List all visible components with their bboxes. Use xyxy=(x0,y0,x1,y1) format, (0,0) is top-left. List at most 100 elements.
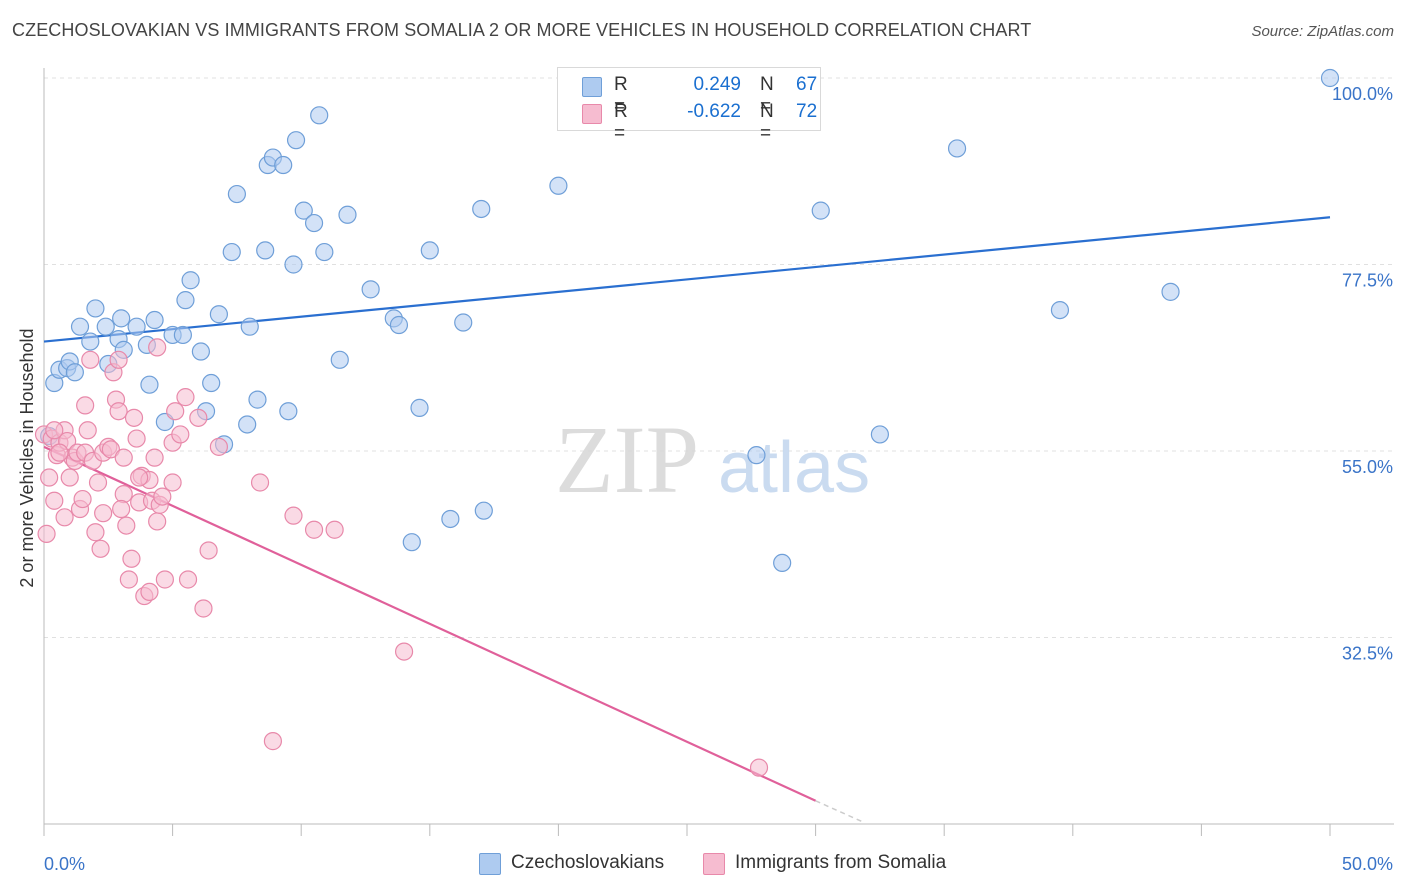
point-somalia xyxy=(60,468,79,487)
point-somalia xyxy=(325,520,344,539)
point-somalia xyxy=(81,350,100,369)
point-somalia xyxy=(148,512,167,531)
point-czechoslovakians xyxy=(773,553,792,573)
point-somalia xyxy=(37,524,56,543)
source-label: Source: ZipAtlas.com xyxy=(1251,23,1394,40)
point-somalia xyxy=(50,443,69,462)
y-tick-label: 32.5% xyxy=(1342,644,1393,664)
point-somalia xyxy=(101,440,120,459)
point-czechoslovakians xyxy=(304,213,324,233)
point-czechoslovakians xyxy=(202,373,221,393)
point-czechoslovakians xyxy=(209,305,228,324)
data-points xyxy=(34,68,1340,777)
trendline-somalia xyxy=(43,445,817,802)
point-czechoslovakians xyxy=(315,242,334,262)
point-czechoslovakians xyxy=(747,446,766,465)
point-czechoslovakians xyxy=(112,309,131,328)
watermark-zip: ZIP xyxy=(555,406,699,513)
point-czechoslovakians xyxy=(140,375,159,394)
point-czechoslovakians xyxy=(65,363,84,382)
point-czechoslovakians xyxy=(549,176,568,195)
point-somalia xyxy=(130,468,149,487)
y-tick-label: 55.0% xyxy=(1342,457,1393,477)
point-somalia xyxy=(209,437,228,456)
point-somalia xyxy=(40,468,59,487)
point-czechoslovakians xyxy=(176,291,195,310)
point-czechoslovakians xyxy=(191,342,210,361)
point-czechoslovakians xyxy=(454,313,473,332)
point-somalia xyxy=(749,758,769,777)
legend-n-value: 72 xyxy=(796,101,818,122)
point-somalia xyxy=(148,338,167,357)
point-czechoslovakians xyxy=(227,184,246,204)
point-somalia xyxy=(114,448,133,467)
point-czechoslovakians xyxy=(389,315,409,335)
point-czechoslovakians xyxy=(870,425,890,444)
point-czechoslovakians xyxy=(811,201,830,220)
point-czechoslovakians xyxy=(96,317,115,336)
point-somalia xyxy=(45,421,64,440)
point-somalia xyxy=(124,408,144,427)
point-czechoslovakians xyxy=(248,390,267,409)
point-czechoslovakians xyxy=(145,310,164,330)
point-somalia xyxy=(45,491,64,510)
point-czechoslovakians xyxy=(361,280,380,299)
legend-r-value: 0.249 xyxy=(693,74,741,95)
point-somalia xyxy=(176,388,195,407)
legend-r-value: -0.622 xyxy=(687,101,741,122)
point-somalia xyxy=(263,732,283,751)
point-czechoslovakians xyxy=(338,205,357,224)
point-somalia xyxy=(171,425,190,444)
point-czechoslovakians xyxy=(330,350,349,369)
point-somalia xyxy=(140,582,159,602)
point-czechoslovakians xyxy=(173,325,192,345)
point-czechoslovakians xyxy=(410,398,429,417)
point-czechoslovakians xyxy=(274,155,293,175)
y-axis-label: 2 or more Vehicles in Household xyxy=(17,328,37,587)
legend-n-value: 67 xyxy=(796,74,818,95)
point-somalia xyxy=(163,473,182,492)
point-czechoslovakians xyxy=(474,501,493,520)
point-somalia xyxy=(114,485,133,504)
point-czechoslovakians xyxy=(294,201,313,220)
point-somalia xyxy=(250,473,270,492)
point-czechoslovakians xyxy=(256,241,275,260)
point-czechoslovakians xyxy=(127,317,146,336)
point-somalia xyxy=(145,448,164,467)
legend-swatch-pink xyxy=(582,104,602,124)
bottom-legend-swatch-blue xyxy=(479,853,501,875)
point-somalia xyxy=(112,499,131,519)
legend-r-label: R = xyxy=(614,74,628,117)
point-somalia xyxy=(194,599,213,618)
point-czechoslovakians xyxy=(947,139,967,158)
y-tick-label: 100.0% xyxy=(1332,84,1393,104)
point-czechoslovakians xyxy=(70,317,90,336)
point-czechoslovakians xyxy=(420,241,439,260)
point-somalia xyxy=(55,508,74,527)
point-czechoslovakians xyxy=(310,106,329,125)
y-tick-label: 77.5% xyxy=(1342,271,1393,291)
point-czechoslovakians xyxy=(284,255,303,274)
point-czechoslovakians xyxy=(238,415,257,434)
point-somalia xyxy=(199,541,218,560)
legend-n-label: N = xyxy=(760,74,774,117)
legend-n-label: N = xyxy=(760,101,774,144)
point-czechoslovakians xyxy=(441,509,460,529)
trendline-czechoslovakians xyxy=(43,216,1331,343)
point-czechoslovakians xyxy=(286,131,306,150)
point-somalia xyxy=(78,421,97,440)
point-czechoslovakians xyxy=(181,271,200,290)
point-somalia xyxy=(153,487,172,506)
axes xyxy=(43,68,1394,836)
point-somalia xyxy=(117,516,136,535)
point-somalia xyxy=(119,570,138,589)
tick-labels: 100.0% 77.5% 55.0% 32.5% 0.0% 50.0% xyxy=(44,84,1393,874)
point-somalia xyxy=(189,408,208,427)
trendline-somalia xyxy=(815,800,863,823)
point-czechoslovakians xyxy=(1161,282,1180,301)
point-czechoslovakians xyxy=(222,242,241,262)
bottom-legend-label: Immigrants from Somalia xyxy=(735,852,947,873)
legend-r-label: R = xyxy=(614,101,628,144)
point-somalia xyxy=(91,539,110,558)
